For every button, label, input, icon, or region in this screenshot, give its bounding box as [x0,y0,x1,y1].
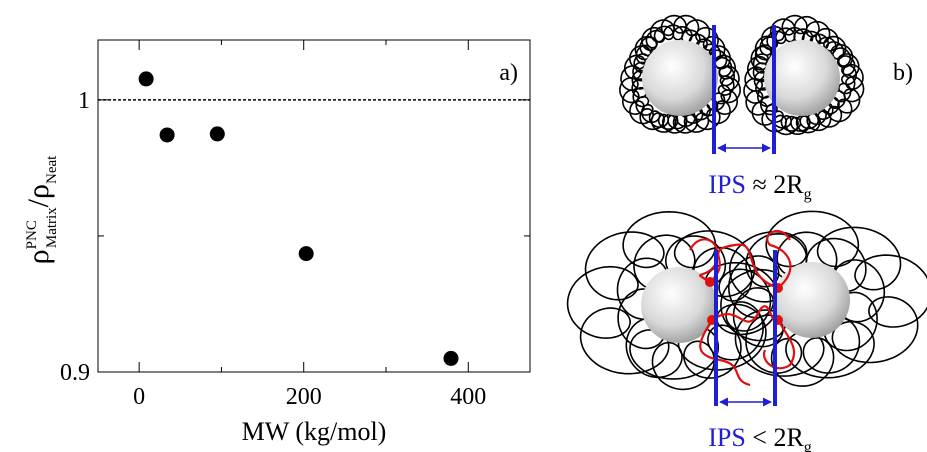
coil [743,14,865,136]
data-point [298,246,314,262]
data-point [159,127,175,143]
y-axis-label: ρPNC Matrix/ρNeat [22,155,60,264]
y-tick-label: 1 [78,88,90,114]
y-label-part: Matrix [44,207,60,248]
schematic-panel: b) IPS ≈ 2Rg IPS < 2Rg [566,14,927,452]
y-label-part: Neat [44,155,60,184]
bridging-chains [689,229,796,387]
data-point [443,350,459,366]
polymer-coils [566,14,927,391]
y-label-part: /ρ [22,184,55,207]
chain [711,305,779,323]
ips-text: IPS [708,170,746,199]
ips-text: IPS [708,423,746,452]
y-label-part: PNC [24,220,40,249]
caption-text: ≈ 2R [746,170,804,199]
x-tick-label: 200 [286,384,322,410]
plot-frame [97,39,531,373]
caption-text: < 2R [746,423,805,452]
chain [762,319,796,370]
y-label-part: ρ [22,249,55,264]
panel-label: a) [499,60,518,86]
chain [699,319,751,387]
coil [631,24,736,131]
x-axis-label: MW (kg/mol) [242,417,387,446]
chain [709,243,779,290]
panel-label: b) [893,60,913,86]
anchor [705,277,715,287]
x-tick-label: 400 [450,384,486,410]
ips-caption: IPS ≈ 2Rg [708,170,811,203]
scatter-panel: 0 200 400 0.9 1 a) MW (kg/mol) ρPNC Matrix/ρNeat [22,39,531,446]
nanoparticle [641,267,717,343]
coil [727,231,886,387]
ips-lines [712,25,777,406]
coil [720,210,927,379]
data-point [209,126,225,142]
caption-sub: g [804,186,812,203]
y-tick-label: 0.9 [60,360,90,386]
caption-sub: g [804,439,812,452]
nanoparticle [642,40,718,116]
chain [766,229,792,289]
nanoparticle [774,262,850,338]
nanoparticle [764,40,840,116]
ips-caption: IPS < 2Rg [708,423,812,452]
data-point [138,71,154,87]
x-tick-label: 0 [133,384,145,410]
